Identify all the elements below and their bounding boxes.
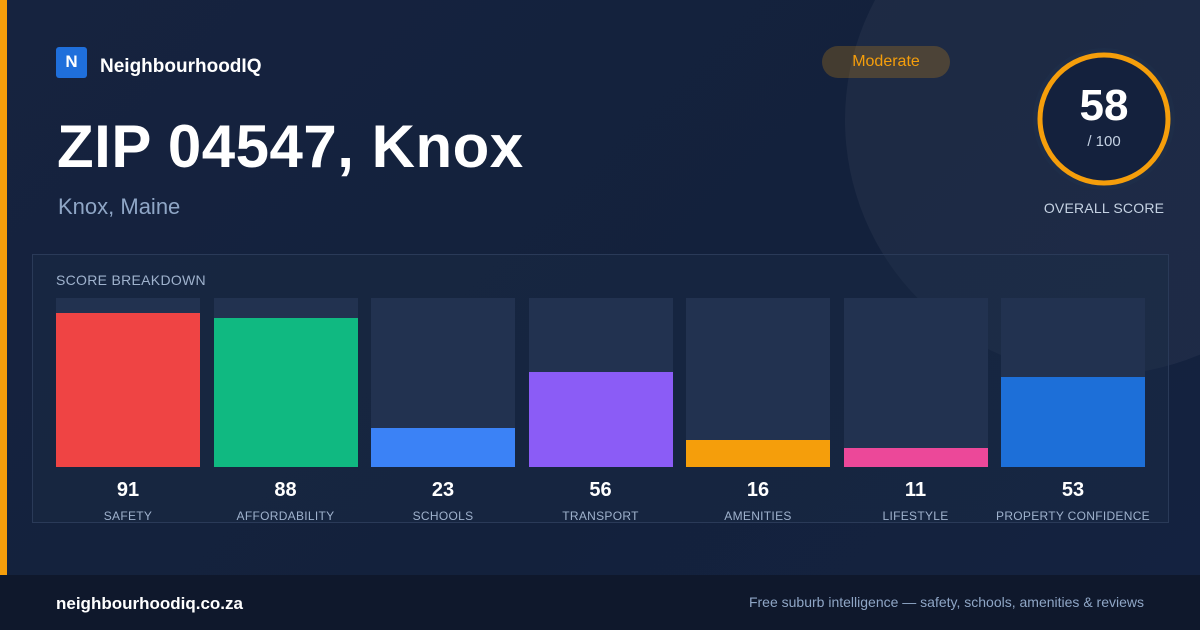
overall-score-value: 58 — [1079, 81, 1129, 130]
bar-label: TRANSPORT — [562, 509, 639, 523]
bar-track — [213, 298, 358, 467]
bar-track — [528, 298, 673, 467]
score-bar-schools: 23 SCHOOLS — [371, 298, 515, 523]
bar-fill — [371, 428, 515, 467]
footer-url-link[interactable]: neighbourhoodiq.co.za — [56, 594, 243, 613]
score-bar-amenities: 16 AMENITIES — [686, 298, 830, 523]
score-bar-safety: 91 SAFETY — [56, 298, 200, 523]
rating-badge: Moderate — [822, 46, 950, 78]
bar-track — [686, 298, 830, 467]
overall-score-max: / 100 — [1087, 133, 1121, 150]
bar-label: AMENITIES — [724, 509, 792, 523]
brand[interactable]: N NeighbourhoodIQ — [56, 46, 261, 78]
brand-logo-icon: N — [56, 46, 87, 78]
bar-label: SAFETY — [103, 509, 153, 523]
bar-fill — [843, 448, 988, 467]
bar-label: AFFORDABILITY — [236, 509, 335, 523]
score-bar-transport: 56 TRANSPORT — [528, 298, 673, 523]
page-subtitle: Knox, Maine — [58, 194, 181, 219]
score-bar-lifestyle: 11 LIFESTYLE — [843, 298, 988, 523]
bar-value: 11 — [904, 479, 927, 501]
bar-value: 53 — [1061, 479, 1085, 501]
bar-value: 56 — [589, 479, 612, 501]
bar-track — [1001, 298, 1145, 467]
bar-value: 16 — [746, 479, 770, 501]
bar-track — [843, 298, 988, 467]
bar-fill — [56, 313, 200, 467]
bar-fill — [213, 318, 358, 467]
gauge-ring — [1033, 48, 1175, 190]
bar-value: 88 — [274, 479, 297, 501]
brand-name: NeighbourhoodIQ — [100, 56, 262, 77]
bar-label: SCHOOLS — [412, 509, 474, 523]
score-bar-property-confidence: 53 PROPERTY CONFIDENCE — [996, 298, 1150, 523]
breakdown-title: SCORE BREAKDOWN — [56, 272, 206, 288]
score-bar-affordability: 88 AFFORDABILITY — [213, 298, 358, 523]
bar-fill — [686, 440, 830, 467]
bar-label: PROPERTY CONFIDENCE — [996, 509, 1150, 523]
bar-value: 23 — [431, 479, 455, 501]
footer-tagline: Free suburb intelligence — safety, schoo… — [748, 594, 1144, 610]
bar-fill — [1001, 377, 1145, 467]
bar-track — [56, 298, 200, 467]
bar-fill — [528, 372, 673, 467]
footer: neighbourhoodiq.co.za Free suburb intell… — [0, 575, 1200, 630]
accent-bar — [0, 0, 7, 575]
bar-track — [371, 298, 515, 467]
bar-label: LIFESTYLE — [882, 509, 949, 523]
score-breakdown-panel: SCORE BREAKDOWN 91 SAFETY 88 AFFORDABILITY 2… — [32, 254, 1169, 523]
bar-value: 91 — [116, 479, 140, 501]
page-title: ZIP 04547, Knox — [57, 113, 524, 180]
overall-score-label: OVERALL SCORE — [1043, 200, 1165, 216]
overall-score-gauge: 58 / 100 — [1028, 43, 1180, 195]
